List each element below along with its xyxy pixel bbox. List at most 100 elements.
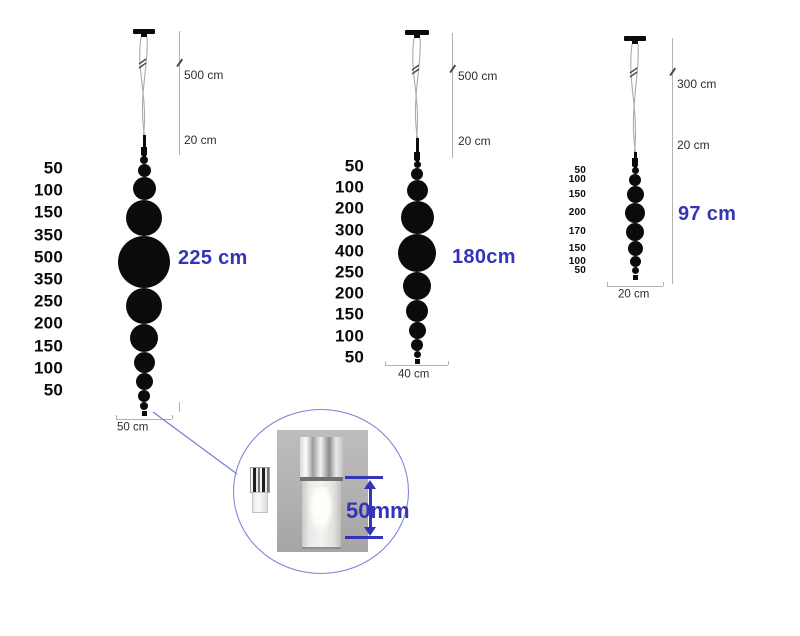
sphere	[400, 201, 434, 234]
weight-label: 200	[335, 198, 364, 218]
width-tick-left	[607, 282, 608, 286]
weight-label: 350	[34, 269, 63, 289]
ceiling-bracket	[133, 29, 155, 34]
height-dimension-line	[179, 31, 180, 155]
width-dimension-line	[385, 365, 448, 366]
sphere	[629, 174, 641, 186]
width-dimension-line	[607, 286, 663, 287]
weight-label: 100	[34, 180, 63, 200]
weight-label: 150	[34, 202, 63, 222]
sphere	[138, 390, 150, 402]
weight-label: 350	[34, 225, 63, 245]
weight-label: 100	[34, 358, 63, 378]
height-dimension-line	[452, 33, 453, 158]
ceiling-bracket	[405, 30, 429, 35]
sphere	[629, 256, 641, 267]
socket-glass-body	[302, 481, 341, 549]
socket-photo	[277, 430, 368, 552]
sphere	[133, 352, 155, 373]
socket-size-label: 50mm	[346, 498, 410, 523]
bracket-stem	[632, 41, 638, 44]
width-tick-left	[385, 361, 386, 365]
weight-label: 50	[344, 347, 364, 367]
width-label: 20 cm	[618, 288, 650, 301]
weight-label: 200	[335, 283, 364, 303]
weight-label: 170	[568, 226, 586, 237]
weight-label: 400	[335, 241, 364, 261]
bottom-finial	[414, 359, 420, 364]
dimension-bar-bottom	[345, 536, 383, 539]
cable-wires	[131, 36, 157, 136]
ceiling-bracket	[624, 36, 646, 41]
dimension-bar-top	[345, 476, 383, 479]
pendant-height-label: 180cm	[452, 246, 516, 268]
width-tick-right	[448, 361, 449, 365]
weight-label: 50	[574, 164, 586, 176]
rod	[415, 138, 419, 163]
sphere	[118, 236, 170, 288]
weight-label: 300	[335, 220, 364, 240]
width-tick-right	[663, 282, 664, 286]
weight-label: 50	[43, 158, 63, 178]
sphere	[411, 168, 423, 180]
arrow-down-icon	[364, 527, 376, 536]
rod-length-label: 20 cm	[677, 138, 710, 152]
sphere	[135, 373, 153, 390]
rod-flare	[414, 152, 420, 161]
weight-label: 50	[344, 156, 364, 176]
rod	[142, 135, 146, 158]
sphere	[403, 272, 431, 300]
sphere	[626, 223, 644, 241]
width-label: 50 cm	[117, 421, 149, 434]
sphere	[406, 300, 428, 322]
weight-label: 200	[34, 313, 63, 333]
sphere	[130, 324, 158, 352]
weight-label: 150	[335, 304, 364, 324]
socket-chrome-cap	[300, 437, 343, 481]
sphere	[126, 200, 162, 236]
cable-wires	[622, 43, 648, 153]
weight-label: 500	[34, 247, 63, 267]
weight-label: 150	[568, 242, 586, 254]
weight-label: 150	[568, 188, 586, 200]
pendant-height-label: 97 cm	[678, 203, 737, 225]
cable-wires	[404, 37, 430, 139]
sphere	[398, 234, 436, 272]
weight-label: 100	[335, 177, 364, 197]
sphere	[140, 402, 148, 410]
sphere	[413, 351, 421, 358]
sphere	[413, 161, 421, 168]
width-label: 40 cm	[398, 368, 430, 381]
mini-socket-glass	[252, 492, 268, 513]
sphere	[625, 203, 645, 223]
weight-label: 100	[335, 326, 364, 346]
weight-label: 100	[568, 174, 586, 185]
width-tick-left	[116, 415, 117, 419]
height-dimension-line	[672, 38, 673, 284]
bottom-finial	[632, 275, 638, 280]
weight-label: 50	[574, 264, 586, 276]
rod-flare	[632, 158, 638, 167]
dimension-tick	[179, 402, 180, 412]
sphere	[140, 156, 148, 164]
detail-circle	[233, 409, 409, 574]
weight-label: 100	[568, 255, 586, 267]
pendant-height-label: 225 cm	[178, 247, 248, 269]
sphere	[626, 186, 644, 203]
weight-label: 250	[335, 262, 364, 282]
dimension-vertical-line	[369, 484, 372, 532]
bottom-finial	[141, 411, 147, 416]
rod-length-label: 20 cm	[184, 133, 217, 147]
cable-length-label: 500 cm	[184, 68, 224, 82]
sphere	[137, 164, 151, 177]
sphere	[408, 322, 426, 339]
sphere	[126, 288, 162, 324]
sphere	[406, 180, 428, 201]
rod-length-label: 20 cm	[458, 134, 491, 148]
sphere	[627, 241, 643, 256]
mini-socket-chrome	[250, 467, 270, 493]
